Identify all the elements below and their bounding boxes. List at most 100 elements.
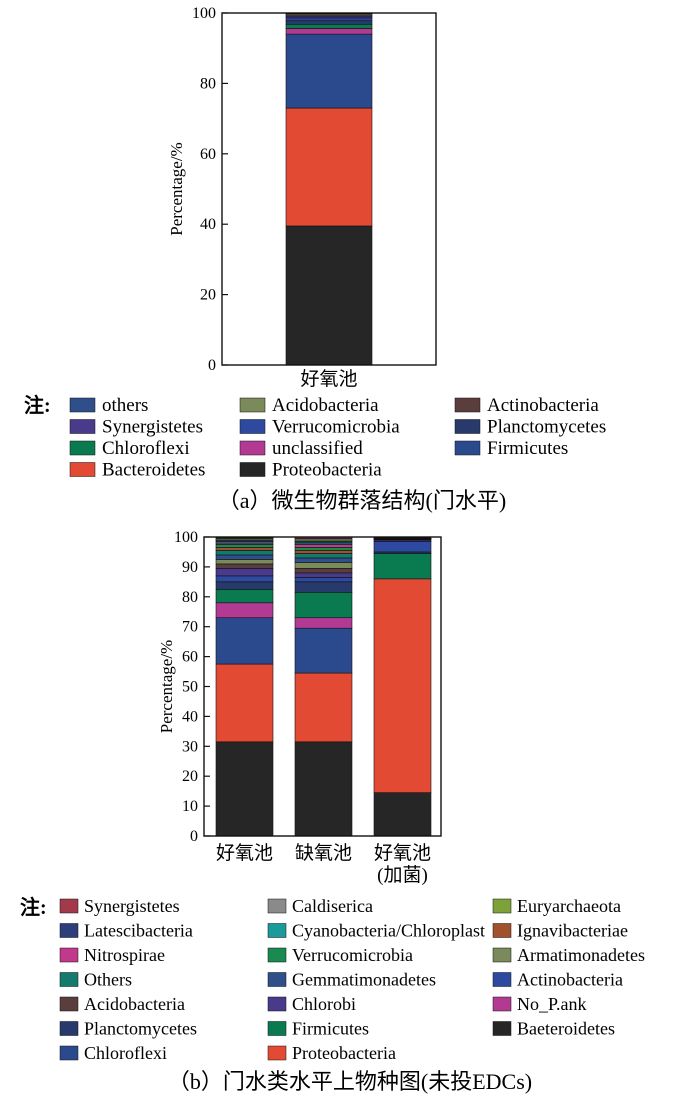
legend-label-armatimonadetes: Armatimonadetes [517, 945, 645, 965]
legend-swatch-acidobacteria [239, 397, 266, 413]
legend-swatch-unclassified [239, 440, 266, 456]
y-tick-label: 60 [200, 146, 216, 163]
bar-segment-firmicutes [373, 553, 432, 580]
legend-label-proteobacteria: Proteobacteria [292, 1043, 396, 1063]
bar-segment-chloroflexi [285, 23, 373, 29]
bar-segment-chloroflexi [215, 617, 274, 665]
legend-swatch-acidobacteria [59, 996, 79, 1012]
legend-label-chloroflexi: Chloroflexi [102, 438, 190, 459]
legend-swatch-euryarchaeota [492, 898, 512, 914]
bar-segment-baeteroidetes [294, 741, 353, 837]
bar-segment-verrucomicrobia [215, 544, 274, 548]
legend-swatch-gemmatimonadetes [267, 972, 287, 987]
legend-label-chloroflexi: Chloroflexi [84, 1043, 167, 1063]
legend-label-no-p-ank: No_P.ank [517, 994, 587, 1014]
legend-label-others: others [102, 395, 148, 416]
bar-segment-others [294, 553, 353, 559]
legend-label-unclassified: unclassified [272, 438, 363, 459]
bar-stack-1 [285, 12, 373, 366]
legend-swatch-caldiserica [267, 898, 287, 914]
legend-swatch-chloroflexi [69, 440, 96, 456]
bar-segment-acidobacteria [294, 568, 353, 574]
bar-segment-ignavibacteriae [294, 550, 353, 554]
bar-segment-armatimonadetes [215, 559, 274, 565]
bar-segment-armatimonadetes [294, 562, 353, 569]
y-tick-label: 70 [182, 619, 198, 636]
legend-label-euryarchaeota: Euryarchaeota [517, 896, 621, 916]
bar-segment-baeteroidetes [215, 741, 274, 837]
y-tick-label: 40 [200, 216, 216, 233]
bar-segment-planctomycetes [215, 581, 274, 590]
y-tick-label: 10 [182, 798, 198, 815]
x-tick-label: (加菌) [377, 864, 428, 886]
chart-b: 0 10 20 30 40 50 60 70 80 90 100 Percentage/% 好氧池 缺氧池… [20, 529, 645, 1094]
bar-segment-baeteroidetes [373, 792, 432, 837]
bar-segment-bacteroidetes [285, 107, 373, 227]
legend-label-verrucomicrobia: Verrucomicrobia [292, 945, 413, 965]
legend-label-ignavibacteriae: Ignavibacteriae [517, 921, 628, 941]
bar-segment-actinobacteria [373, 541, 432, 553]
legend-swatch-actinobacteria [492, 972, 512, 987]
legend-swatch-others [69, 397, 96, 413]
legend-swatch-cyanobacteria-chloroplast [267, 923, 287, 938]
y-tick-label: 30 [182, 738, 198, 755]
legend-label-bacteroidetes: Bacteroidetes [102, 460, 205, 481]
bar-segment-proteobacteria [373, 578, 432, 793]
bar-segment-chlorobi [294, 572, 353, 578]
legend-label-baeteroidetes: Baeteroidetes [517, 1019, 615, 1039]
x-tick-label: 好氧池 [216, 842, 273, 864]
y-tick-label: 100 [174, 529, 198, 546]
legend-swatch-verrucomicrobia [239, 419, 266, 434]
bar-segment-acidobacteria [215, 563, 274, 569]
bar-segment-ignavibacteriae [215, 547, 274, 551]
legend-swatch-chloroflexi [59, 1045, 79, 1061]
y-tick-label: 0 [190, 828, 198, 845]
legend-label-others: Others [84, 970, 132, 990]
legend-swatch-proteobacteria [267, 1045, 287, 1061]
legend-swatch-synergistetes [69, 419, 96, 434]
legend-label-actinobacteria: Actinobacteria [517, 970, 623, 990]
bar-segment-planctomycetes [285, 20, 373, 25]
figure-caption: （b）门水类水平上物种图(未投EDCs) [168, 1069, 532, 1094]
legend-swatch-verrucomicrobia [267, 947, 287, 963]
bar-segment-unclassified [285, 28, 373, 35]
legend-swatch-synergistetes [59, 898, 79, 914]
x-tick-label: 缺氧池 [295, 842, 352, 864]
legend-swatch-no-p-ank [492, 996, 512, 1012]
bar-segment-gemmatimonadetes [294, 557, 353, 563]
legend-label-cyanobacteria-chloroplast: Cyanobacteria/Chloroplast [292, 921, 485, 941]
bar-segment-firmicutes [215, 589, 274, 604]
legend-swatch-bacteroidetes [69, 462, 96, 477]
bar-segment-nitrospirae [294, 544, 353, 548]
legend-swatch-others [59, 972, 79, 987]
y-axis-label: Percentage/% [157, 640, 176, 733]
legend-prefix: 注: [24, 393, 51, 417]
y-tick-label: 20 [182, 768, 198, 785]
bar-segment-proteobacteria [215, 663, 274, 743]
legend-label-firmicutes: Firmicutes [487, 438, 568, 459]
bar-segment-no-p-ank [215, 602, 274, 619]
legend-label-proteobacteria: Proteobacteria [272, 460, 382, 481]
legend-label-acidobacteria: Acidobacteria [84, 994, 185, 1014]
legend-label-chlorobi: Chlorobi [292, 994, 356, 1014]
legend-swatch-ignavibacteriae [492, 923, 512, 938]
legend-swatch-latescibacteria [59, 923, 79, 938]
y-axis-label: Percentage/% [167, 142, 186, 235]
legend-label-synergistetes: Synergistetes [84, 896, 180, 916]
legend-label-synergistetes: Synergistetes [102, 417, 203, 438]
bar-segment-proteobacteria [285, 225, 373, 366]
y-tick-label: 40 [182, 708, 198, 725]
legend-label-planctomycetes: Planctomycetes [487, 417, 606, 438]
y-tick-label: 60 [182, 649, 198, 666]
y-tick-label: 100 [192, 5, 216, 22]
legend: 注: Synergistetes Caldiserica Euryarchaeota L… [20, 895, 645, 1063]
y-tick-label: 20 [200, 287, 216, 304]
bar-segment-others [215, 550, 274, 556]
legend-swatch-chlorobi [267, 996, 287, 1012]
x-tick-label: 好氧池 [374, 842, 431, 864]
y-tick-label: 80 [182, 589, 198, 606]
legend-label-planctomycetes: Planctomycetes [84, 1019, 197, 1039]
legend-swatch-planctomycetes [454, 419, 481, 434]
y-tick-label: 0 [208, 357, 216, 374]
